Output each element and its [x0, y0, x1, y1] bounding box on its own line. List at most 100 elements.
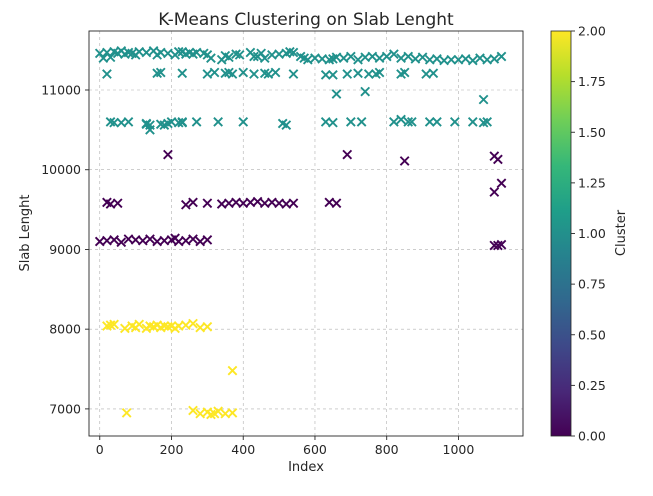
cluster-1-point: [320, 69, 331, 80]
cluster-1-point: [302, 54, 313, 65]
cluster-1-point: [328, 117, 338, 128]
cluster-1-point: [381, 51, 392, 62]
cluster-1-point: [263, 69, 274, 79]
cluster-0-point: [188, 197, 198, 208]
y-tick-label: 9000: [49, 242, 81, 257]
colorbar-tick-label: 1.50: [578, 125, 606, 140]
cluster-0-point: [331, 198, 342, 209]
colorbar-tick-label: 0.00: [578, 429, 606, 444]
cluster-1-point: [105, 52, 116, 63]
colorbar: [550, 30, 572, 437]
cluster-2-point: [213, 406, 223, 417]
cluster-2-point: [134, 319, 145, 330]
cluster-1-point: [163, 118, 173, 129]
cluster-1-point: [396, 53, 406, 63]
y-tick-label: 10000: [41, 162, 81, 177]
cluster-1-point: [396, 114, 406, 125]
cluster-1-point: [270, 67, 281, 78]
cluster-1-point: [238, 117, 249, 127]
cluster-1-point: [202, 69, 213, 79]
cluster-1-point: [356, 117, 367, 127]
cluster-1-point: [123, 117, 134, 127]
cluster-1-point: [432, 117, 442, 127]
cluster-1-point: [331, 89, 342, 99]
cluster-1-point: [338, 53, 349, 63]
cluster-1-point: [259, 53, 270, 63]
cluster-1-point: [363, 69, 374, 79]
cluster-1-point: [475, 53, 485, 63]
cluster-2-point: [188, 318, 198, 329]
colorbar-tick-label: 1.25: [578, 175, 606, 190]
x-tick-label: 800: [375, 442, 399, 457]
cluster-1-point: [206, 53, 216, 63]
cluster-1-point: [478, 94, 489, 105]
cluster-0-point: [112, 198, 123, 209]
cluster-1-point: [249, 69, 259, 79]
grid-lines: [89, 31, 523, 436]
cluster-1-point: [389, 117, 399, 127]
cluster-1-point: [213, 117, 223, 127]
cluster-1-point: [155, 67, 166, 78]
cluster-2-point: [188, 405, 198, 416]
y-axis-ticks: 7000 8000 9000 10000 11000: [41, 82, 89, 416]
cluster-0-point: [137, 235, 148, 246]
colorbar-tick-label: 0.75: [578, 277, 606, 292]
colorbar-tick-label: 1.00: [578, 226, 606, 241]
cluster-1-point: [177, 68, 188, 79]
cluster-1-point: [367, 51, 378, 62]
x-axis-label: Index: [288, 460, 324, 475]
cluster-1-point: [177, 117, 188, 127]
cluster-1-point: [403, 117, 414, 127]
colorbar-tick-label: 0.50: [578, 327, 606, 342]
y-tick-label: 8000: [49, 322, 81, 337]
cluster-1-point: [224, 52, 234, 63]
colorbar-label: Cluster: [614, 209, 629, 256]
cluster-1-point: [102, 69, 112, 79]
cluster-0-point: [288, 198, 299, 209]
cluster-0-point: [180, 235, 191, 246]
colorbar-tick-label: 2.00: [578, 24, 606, 39]
x-axis-ticks: 0 200 400 600 800 1000: [96, 436, 475, 457]
cluster-0-point: [188, 234, 198, 244]
cluster-1-point: [489, 54, 500, 64]
x-tick-label: 1000: [443, 442, 475, 457]
cluster-0-point: [202, 235, 213, 245]
cluster-0-point: [252, 196, 263, 207]
cluster-0-point: [489, 187, 500, 197]
cluster-1-point: [141, 47, 152, 58]
cluster-2-point: [121, 408, 132, 418]
cluster-1-point: [163, 48, 173, 59]
cluster-1-point: [345, 117, 356, 127]
cluster-1-point: [460, 54, 471, 64]
colorbar-tick-label: 1.75: [578, 74, 606, 89]
cluster-0-point: [496, 239, 507, 250]
cluster-2-point: [119, 323, 130, 334]
cluster-0-point: [342, 149, 353, 160]
cluster-1-point: [353, 54, 363, 65]
cluster-1-point: [482, 117, 493, 127]
cluster-1-point: [417, 52, 428, 63]
cluster-1-point: [406, 117, 417, 127]
cluster-1-point: [467, 55, 478, 66]
y-tick-label: 7000: [49, 401, 81, 416]
cluster-1-point: [374, 67, 385, 78]
cluster-2-point: [180, 320, 191, 331]
cluster-1-point: [360, 86, 371, 97]
cluster-1-point: [446, 54, 457, 65]
cluster-1-point: [432, 54, 442, 64]
chart-title: K-Means Clustering on Slab Lenght: [158, 10, 454, 30]
cluster-0-point: [116, 237, 127, 248]
cluster-1-point: [209, 67, 220, 78]
cluster-1-point: [234, 50, 245, 60]
cluster-0-point: [399, 156, 410, 166]
cluster-1-point: [191, 117, 202, 127]
cluster-1-point: [238, 67, 249, 78]
cluster-2-point: [202, 321, 213, 332]
cluster-2-point: [227, 408, 238, 418]
cluster-0-point: [202, 198, 213, 209]
cluster-1-point: [449, 117, 460, 127]
cluster-1-point: [496, 51, 507, 62]
